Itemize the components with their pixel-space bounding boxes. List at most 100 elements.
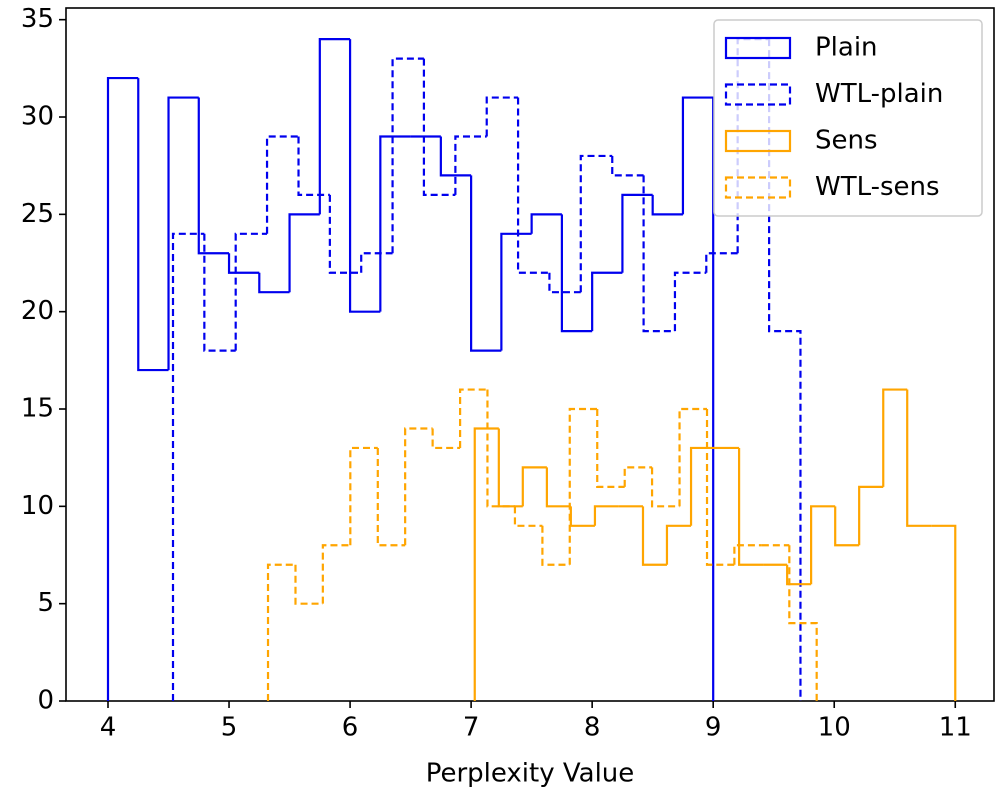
legend-swatch: [724, 129, 792, 153]
legend-label: WTL-plain: [815, 79, 943, 109]
histogram-step: [591, 271, 623, 332]
histogram-step: [376, 447, 406, 547]
histogram-step: [705, 252, 738, 273]
histogram-step: [470, 175, 502, 352]
legend-label: Sens: [815, 126, 878, 156]
histogram-step: [834, 506, 860, 547]
histogram-step: [486, 389, 515, 508]
histogram-step: [737, 447, 764, 566]
histogram-step: [288, 213, 320, 293]
histogram-step: [513, 506, 543, 527]
histogram-step: [404, 427, 433, 546]
histogram-step: [705, 409, 735, 566]
histogram-step: [321, 544, 351, 604]
histogram-series: [106, 38, 715, 701]
histogram-step: [197, 97, 230, 255]
histogram-step: [137, 78, 169, 372]
x-tick-label: 6: [342, 713, 359, 743]
histogram-step: [485, 96, 519, 137]
x-tick-label: 8: [584, 713, 601, 743]
x-tick-label: 9: [705, 713, 722, 743]
x-tick-label: 7: [463, 713, 480, 743]
histogram-step: [171, 232, 205, 701]
histogram-step: [642, 175, 675, 333]
histogram-step: [596, 409, 625, 488]
y-tick-label: 35: [21, 4, 54, 34]
histogram-step: [545, 467, 571, 508]
histogram-step: [681, 96, 715, 701]
histogram-step: [651, 194, 683, 216]
histogram-step: [318, 38, 351, 215]
x-tick-label: 5: [221, 713, 238, 743]
histogram-step: [882, 388, 908, 487]
x-tick-label: 11: [939, 713, 972, 743]
legend-box: [713, 19, 983, 217]
histogram-step: [265, 135, 299, 234]
y-tick-label: 10: [21, 491, 54, 521]
histogram-step: [641, 506, 667, 566]
histogram-step: [439, 136, 472, 177]
histogram-step: [294, 564, 323, 605]
histogram-step: [459, 388, 488, 448]
histogram-series: [473, 388, 957, 701]
x-tick-label: 4: [100, 713, 117, 743]
histogram-step: [500, 232, 532, 351]
histogram-step: [569, 506, 595, 527]
legend-swatch: [724, 176, 792, 199]
histogram-step: [266, 563, 296, 701]
histogram-step: [579, 154, 613, 293]
histogram-step: [678, 407, 708, 507]
x-tick-label: 10: [818, 713, 851, 743]
y-tick-label: 15: [21, 394, 54, 424]
histogram-step: [379, 135, 411, 312]
histogram-step: [786, 564, 812, 586]
histogram-step: [560, 214, 593, 333]
histogram-step: [858, 485, 884, 546]
y-tick-label: 20: [21, 296, 54, 326]
y-tick-label: 0: [37, 686, 54, 716]
legend-label: Plain: [815, 33, 878, 63]
histogram-step: [568, 407, 598, 565]
histogram-step: [348, 39, 381, 313]
histogram-step: [530, 213, 562, 234]
histogram-step: [106, 76, 139, 701]
histogram-step: [497, 428, 523, 508]
legend-swatch: [724, 83, 792, 106]
histogram-step: [391, 57, 424, 254]
histogram-step: [788, 545, 818, 701]
histogram-step: [931, 524, 957, 701]
histogram-step: [521, 466, 547, 507]
histogram-step: [593, 505, 619, 526]
legend-label: WTL-sens: [815, 172, 940, 202]
histogram-step: [516, 97, 550, 274]
histogram-step: [673, 271, 707, 332]
histogram-step: [665, 524, 692, 565]
histogram-step: [297, 136, 330, 196]
histogram-step: [203, 233, 236, 352]
histogram-step: [431, 428, 461, 450]
histogram-step: [733, 544, 762, 565]
histogram-step: [349, 446, 378, 546]
legend-swatch: [724, 36, 792, 60]
histogram-step: [234, 232, 268, 351]
histogram-step: [473, 427, 499, 701]
histogram-step: [623, 466, 653, 487]
histogram-step: [541, 525, 570, 566]
y-tick-label: 30: [21, 102, 54, 132]
histogram-step: [328, 194, 362, 274]
histogram-series: [266, 388, 818, 701]
x-axis-label: Perplexity Value: [426, 759, 635, 789]
histogram-step: [689, 446, 716, 526]
histogram-step: [258, 272, 290, 294]
histogram-step: [810, 505, 836, 585]
histogram-step: [360, 252, 393, 273]
histogram-step: [621, 193, 653, 273]
histogram-step: [227, 253, 260, 274]
histogram-step: [611, 155, 644, 177]
histogram-step: [167, 96, 199, 371]
histogram-step: [650, 467, 680, 508]
y-tick-label: 25: [21, 199, 54, 229]
y-tick-label: 5: [37, 588, 54, 618]
plot-frame: [65, 7, 995, 702]
